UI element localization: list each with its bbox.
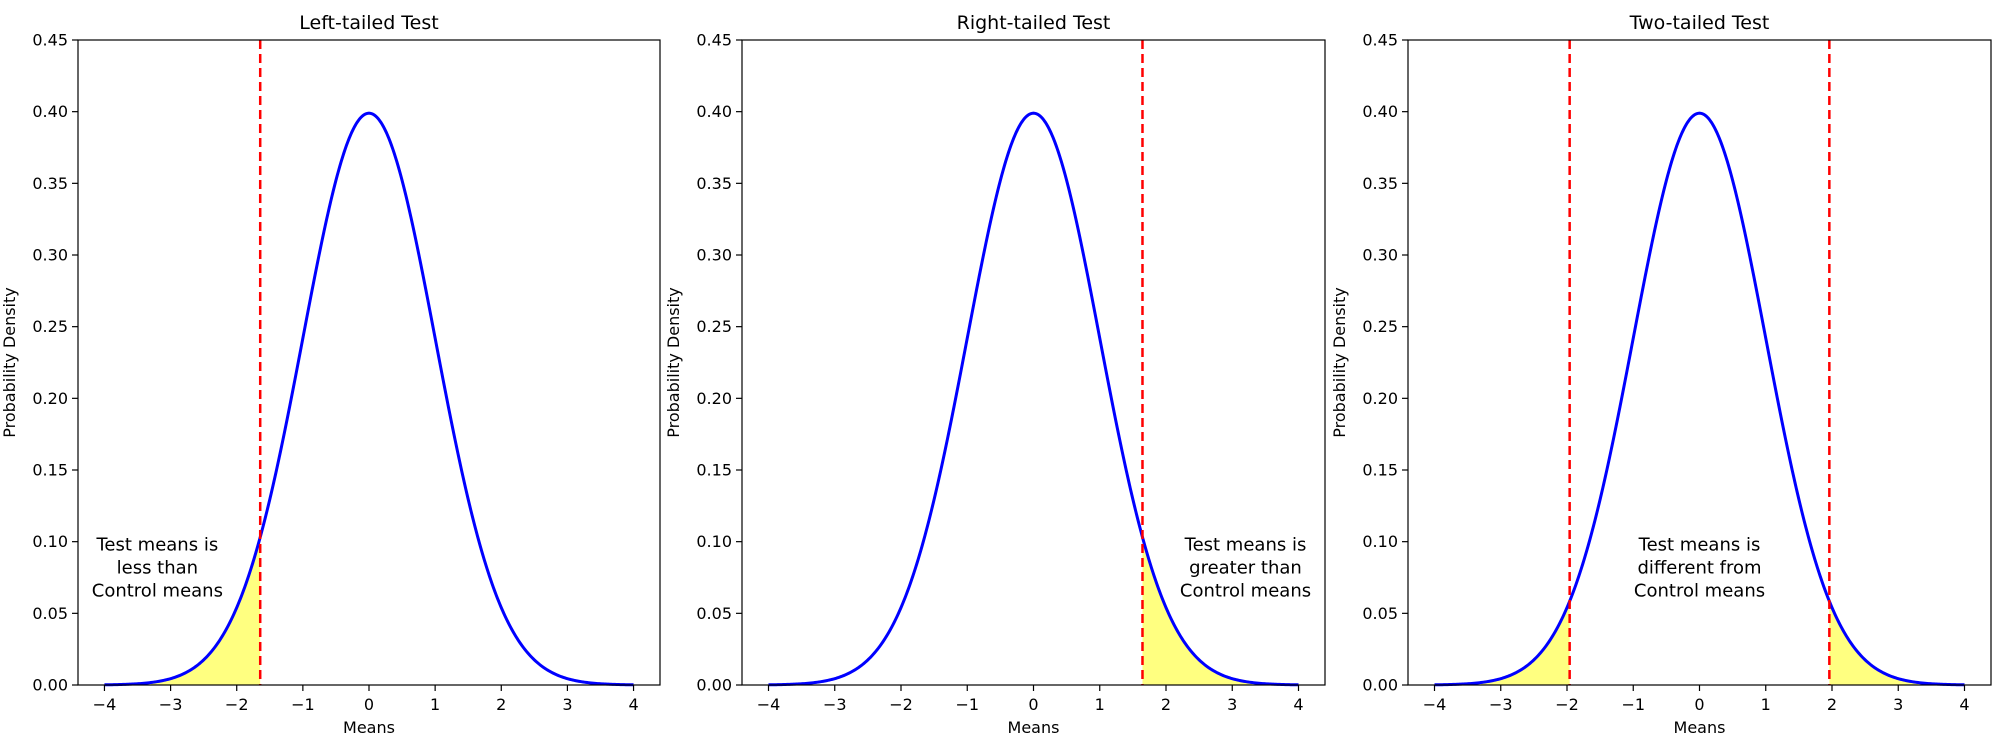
annotation-line-3: Control means (92, 580, 223, 601)
shaded-region-1 (1142, 537, 1253, 685)
x-tick-label: 4 (628, 695, 638, 714)
panel-1: −4 −3 −2 −1 0 1 2 3 4 0.00 0.05 0.10 0.15 0.20 0.25 0.3… (0, 12, 661, 737)
y-tick-label: 0.35 (32, 174, 68, 193)
x-tick-label: 3 (1227, 695, 1237, 714)
y-axis-label: Probability Density (1330, 287, 1349, 438)
x-tick-label: 0 (1694, 695, 1704, 714)
y-tick-label: 0.45 (1362, 31, 1398, 50)
y-axis-label: Probability Density (0, 287, 19, 438)
x-tick-label: 2 (1161, 695, 1171, 714)
x-tick-label: 0 (364, 695, 374, 714)
y-tick-label: 0.15 (1362, 461, 1398, 480)
y-tick-label: 0.45 (32, 31, 68, 50)
annotation-line-1: Test means is (1638, 534, 1761, 555)
chart-title: Left-tailed Test (299, 12, 438, 34)
annotation-line-1: Test means is (96, 534, 219, 555)
y-tick-label: 0.25 (32, 317, 68, 336)
y-tick-label: 0.00 (1362, 676, 1398, 695)
y-tick-label: 0.35 (696, 174, 732, 193)
x-tick-label: 3 (1893, 695, 1903, 714)
panel-3: −4 −3 −2 −1 0 1 2 3 4 0.00 0.05 0.10 0.15 0.20 0.25 0.3… (1330, 12, 1992, 737)
y-tick-label: 0.35 (1362, 174, 1398, 193)
density-curve (1434, 111, 1965, 687)
y-tick-label: 0.40 (1362, 102, 1398, 121)
density-curve (104, 111, 634, 687)
x-tick-label: −2 (225, 695, 249, 714)
y-tick-label: 0.40 (32, 102, 68, 121)
y-tick-label: 0.25 (696, 317, 732, 336)
x-tick-label: 4 (1959, 695, 1969, 714)
x-tick-label: 0 (1028, 695, 1038, 714)
y-tick-label: 0.20 (1362, 389, 1398, 408)
x-tick-label: 1 (1761, 695, 1771, 714)
x-tick-label: −4 (757, 695, 781, 714)
x-tick-label: −2 (1555, 695, 1579, 714)
y-tick-label: 0.05 (32, 604, 68, 623)
x-tick-label: −1 (1621, 695, 1645, 714)
x-tick-label: −2 (889, 695, 913, 714)
y-tick-label: 0.30 (1362, 246, 1398, 265)
x-tick-label: −3 (1489, 695, 1513, 714)
shaded-region-2 (1829, 601, 1919, 685)
chart-title: Right-tailed Test (957, 12, 1111, 34)
annotation-line-2: different from (1637, 557, 1761, 578)
y-tick-label: 0.05 (1362, 604, 1398, 623)
y-tick-label: 0.45 (696, 31, 732, 50)
y-tick-label: 0.10 (32, 532, 68, 551)
x-tick-label: 3 (562, 695, 572, 714)
x-tick-label: −3 (159, 695, 183, 714)
annotation-line-2: less than (117, 557, 198, 578)
x-axis-label: Means (1008, 718, 1060, 737)
x-axis-label: Means (343, 718, 395, 737)
y-tick-label: 0.30 (32, 246, 68, 265)
y-tick-label: 0.20 (32, 389, 68, 408)
x-tick-label: −4 (93, 695, 117, 714)
annotation-line-3: Control means (1634, 580, 1765, 601)
shaded-region-1 (150, 537, 261, 685)
x-tick-label: −1 (291, 695, 315, 714)
y-tick-label: 0.00 (696, 676, 732, 695)
y-axis-label: Probability Density (664, 287, 683, 438)
shaded-region-1 (1480, 601, 1570, 685)
x-tick-label: −1 (955, 695, 979, 714)
panel-2: −4 −3 −2 −1 0 1 2 3 4 0.00 0.05 0.10 0.15 0.20 0.25 0.3… (664, 12, 1326, 737)
annotation-line-1: Test means is (1184, 534, 1307, 555)
x-tick-label: 2 (1827, 695, 1837, 714)
y-tick-label: 0.40 (696, 102, 732, 121)
annotation-line-2: greater than (1189, 557, 1302, 578)
y-tick-label: 0.20 (696, 389, 732, 408)
y-tick-label: 0.10 (1362, 532, 1398, 551)
y-tick-label: 0.05 (696, 604, 732, 623)
y-tick-label: 0.00 (32, 676, 68, 695)
density-curve (768, 111, 1299, 687)
x-tick-label: 1 (1095, 695, 1105, 714)
y-tick-label: 0.30 (696, 246, 732, 265)
x-tick-label: 4 (1293, 695, 1303, 714)
x-tick-label: −4 (1423, 695, 1447, 714)
chart-title: Two-tailed Test (1629, 12, 1770, 34)
annotation-line-3: Control means (1180, 580, 1311, 601)
y-tick-label: 0.10 (696, 532, 732, 551)
x-axis-label: Means (1674, 718, 1726, 737)
y-tick-label: 0.25 (1362, 317, 1398, 336)
y-tick-label: 0.15 (32, 461, 68, 480)
x-tick-label: 2 (496, 695, 506, 714)
y-tick-label: 0.15 (696, 461, 732, 480)
x-tick-label: −3 (823, 695, 847, 714)
x-tick-label: 1 (430, 695, 440, 714)
